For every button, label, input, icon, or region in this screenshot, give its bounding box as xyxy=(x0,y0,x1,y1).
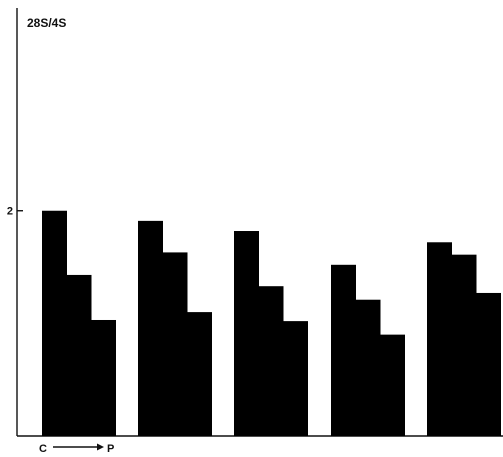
bar-group-3 xyxy=(234,231,308,436)
direction-label: C P xyxy=(39,443,114,455)
bar xyxy=(162,252,188,436)
bar-group-4 xyxy=(331,264,405,436)
direction-label-to: P xyxy=(107,443,114,452)
bar xyxy=(451,254,477,436)
bar-group-1 xyxy=(42,210,116,436)
bar xyxy=(234,231,259,436)
bar xyxy=(283,321,308,436)
y-tick-label: 2 xyxy=(7,206,13,218)
bar xyxy=(138,220,163,436)
bars xyxy=(42,210,501,436)
bar xyxy=(91,319,116,436)
bar xyxy=(476,292,501,436)
bar xyxy=(42,210,67,436)
bar xyxy=(258,286,284,436)
bar xyxy=(187,312,212,436)
bar xyxy=(66,274,92,436)
bar-group-2 xyxy=(138,220,212,436)
bar-group-5 xyxy=(427,242,501,436)
bar xyxy=(355,299,381,436)
chart-title: 28S/4S xyxy=(27,16,66,30)
direction-label-from: C xyxy=(39,443,47,452)
bar xyxy=(331,264,356,436)
bar xyxy=(427,242,452,436)
bar xyxy=(380,334,405,436)
direction-arrow-head xyxy=(97,443,104,451)
